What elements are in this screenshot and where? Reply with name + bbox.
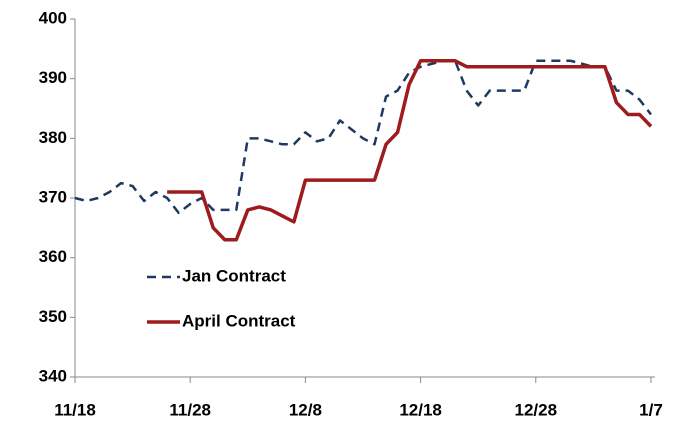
y-tick-label: 380 — [39, 128, 67, 147]
y-tick-label: 370 — [39, 187, 67, 206]
x-tick-label: 11/28 — [169, 400, 211, 419]
legend-label: Jan Contract — [182, 266, 286, 285]
y-tick-label: 400 — [39, 8, 67, 27]
x-tick-label: 1/7 — [639, 400, 663, 419]
series-line — [74, 59, 652, 215]
x-tick-label: 12/18 — [399, 400, 442, 419]
x-tick-label: 12/28 — [515, 400, 558, 419]
y-tick-label: 390 — [39, 68, 67, 87]
legend-label: April Contract — [182, 311, 296, 330]
x-tick-label: 11/18 — [54, 400, 96, 419]
y-tick-label: 350 — [39, 307, 67, 326]
x-tick-label: 12/8 — [289, 400, 322, 419]
series-line — [167, 59, 653, 242]
y-tick-label: 340 — [39, 366, 67, 385]
y-tick-label: 360 — [39, 247, 67, 266]
